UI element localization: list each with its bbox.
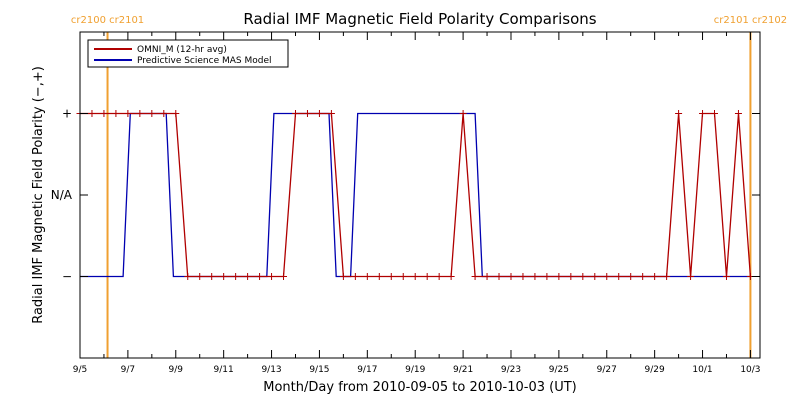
data-point-omni bbox=[423, 273, 431, 280]
data-point-omni bbox=[268, 273, 276, 280]
data-point-omni bbox=[291, 110, 299, 117]
data-point-omni bbox=[100, 110, 108, 117]
x-tick-label: 9/11 bbox=[214, 365, 234, 375]
data-point-omni bbox=[711, 110, 719, 117]
series-line-model bbox=[80, 112, 751, 278]
data-point-omni bbox=[555, 273, 563, 280]
legend-label-omni: OMNI_M (12-hr avg) bbox=[137, 45, 227, 55]
data-point-omni bbox=[256, 273, 264, 280]
data-point-omni bbox=[112, 110, 120, 117]
plot-axes: 9/5 9/7 9/9 9/11 9/13 9/15 9/17 9/19 9/21 9/23 9/2… bbox=[51, 31, 761, 375]
x-tick-label: 9/5 bbox=[73, 365, 87, 375]
data-point-omni bbox=[663, 273, 671, 280]
x-tick-label: 9/7 bbox=[121, 365, 135, 375]
data-point-omni bbox=[315, 110, 323, 117]
data-point-omni bbox=[471, 273, 479, 280]
data-point-omni bbox=[687, 273, 695, 280]
data-point-omni bbox=[148, 110, 156, 117]
x-tick-label: 9/21 bbox=[453, 365, 473, 375]
data-point-omni bbox=[722, 273, 730, 280]
data-point-omni bbox=[495, 273, 503, 280]
data-point-omni bbox=[579, 273, 587, 280]
data-point-omni bbox=[567, 273, 575, 280]
data-point-omni bbox=[531, 273, 539, 280]
data-point-omni bbox=[88, 110, 96, 117]
data-point-omni bbox=[172, 110, 180, 117]
y-tick-label: + bbox=[62, 107, 72, 121]
data-point-omni bbox=[519, 273, 527, 280]
x-tick-label: 9/27 bbox=[597, 365, 617, 375]
x-tick-label: 9/19 bbox=[405, 365, 425, 375]
data-point-omni bbox=[639, 273, 647, 280]
y-tick-label: − bbox=[62, 270, 72, 284]
data-point-omni bbox=[232, 273, 240, 280]
data-point-omni bbox=[160, 110, 168, 117]
data-point-omni bbox=[675, 110, 683, 117]
data-point-omni bbox=[363, 273, 371, 280]
x-tick-label: 9/15 bbox=[309, 365, 329, 375]
x-tick-label: 9/17 bbox=[357, 365, 377, 375]
legend-box bbox=[87, 39, 289, 68]
data-point-omni bbox=[411, 273, 419, 280]
series-line-omni bbox=[80, 112, 752, 278]
data-point-omni bbox=[651, 273, 659, 280]
chart-title: Radial IMF Magnetic Field Polarity Compa… bbox=[243, 10, 596, 28]
data-point-omni bbox=[615, 273, 623, 280]
data-point-omni bbox=[339, 273, 347, 280]
data-point-omni bbox=[483, 273, 491, 280]
data-point-omni bbox=[303, 110, 311, 117]
x-tick-label: 9/23 bbox=[501, 365, 521, 375]
data-point-omni bbox=[208, 273, 216, 280]
data-point-omni bbox=[603, 273, 611, 280]
x-tick-label: 10/3 bbox=[740, 365, 760, 375]
data-point-omni bbox=[196, 273, 204, 280]
data-point-omni bbox=[627, 273, 635, 280]
series-layer bbox=[76, 110, 754, 280]
data-point-omni bbox=[543, 273, 551, 280]
y-axis-label: Radial IMF Magnetic Field Polarity (−,+) bbox=[31, 66, 46, 324]
x-tick-label: 10/1 bbox=[692, 365, 712, 375]
data-point-omni bbox=[375, 273, 383, 280]
x-axis-label: Month/Day from 2010-09-05 to 2010-10-03 … bbox=[263, 380, 576, 395]
data-point-omni bbox=[244, 273, 252, 280]
data-point-omni bbox=[591, 273, 599, 280]
data-point-omni bbox=[124, 110, 132, 117]
legend-label-model: Predictive Science MAS Model bbox=[137, 56, 272, 66]
data-point-omni bbox=[734, 110, 742, 117]
data-point-omni bbox=[507, 273, 515, 280]
data-point-omni bbox=[435, 273, 443, 280]
cr-boundary-label: cr2100 cr2101 bbox=[71, 15, 144, 26]
data-point-omni bbox=[220, 273, 228, 280]
legend: OMNI_M (12-hr avg) Predictive Science MA… bbox=[87, 39, 289, 68]
x-tick-label: 9/25 bbox=[549, 365, 569, 375]
x-tick-label: 9/9 bbox=[169, 365, 184, 375]
carrington-rotation-markers: cr2100 cr2101 cr2101 cr2102 bbox=[71, 15, 787, 358]
data-point-omni bbox=[351, 273, 359, 280]
data-point-omni bbox=[136, 110, 144, 117]
data-point-omni bbox=[184, 273, 192, 280]
data-point-omni bbox=[459, 110, 467, 117]
data-point-omni bbox=[280, 273, 288, 280]
x-tick-label: 9/13 bbox=[261, 365, 281, 375]
data-point-omni bbox=[387, 273, 395, 280]
data-point-omni bbox=[699, 110, 707, 117]
cr-boundary-label: cr2101 cr2102 bbox=[714, 15, 787, 26]
data-point-omni bbox=[447, 273, 455, 280]
data-point-omni bbox=[327, 110, 335, 117]
x-tick-label: 9/29 bbox=[645, 365, 665, 375]
data-point-omni bbox=[399, 273, 407, 280]
y-tick-label: N/A bbox=[51, 188, 73, 202]
